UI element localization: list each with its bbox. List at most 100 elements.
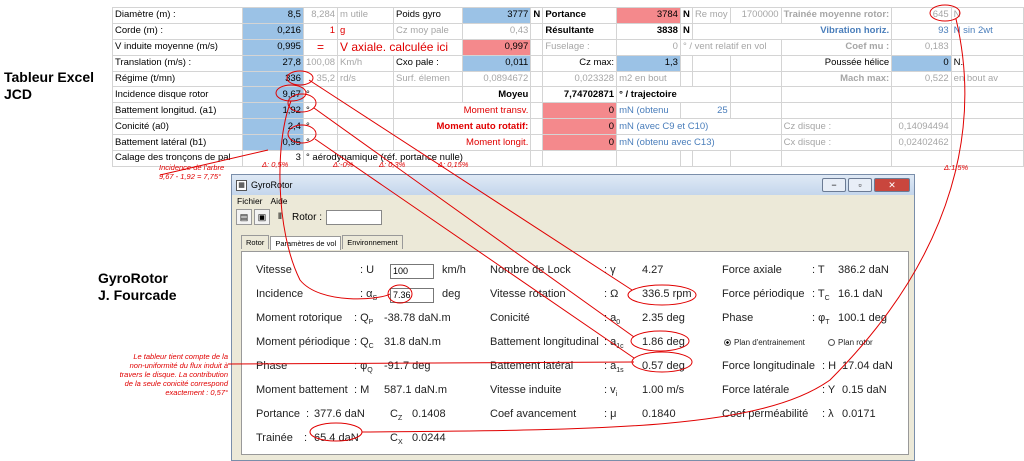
radio-plan-entrainement[interactable]: Plan d'entrainement <box>724 338 805 347</box>
cell[interactable]: Moyeu <box>461 86 532 104</box>
cell[interactable]: 2,4 <box>241 118 304 136</box>
cell[interactable] <box>530 86 544 104</box>
cell[interactable]: 3838 <box>616 22 681 40</box>
cell[interactable] <box>691 150 731 167</box>
cell[interactable]: rd/s <box>337 70 395 88</box>
cell[interactable]: 0 <box>542 134 618 152</box>
cell[interactable]: 35,2 <box>302 70 339 88</box>
menu-fichier[interactable]: Fichier <box>237 196 263 206</box>
radio-plan-rotor[interactable]: Plan rotor <box>828 338 873 347</box>
cell[interactable] <box>950 118 1024 136</box>
cell[interactable] <box>679 150 693 167</box>
cell[interactable] <box>530 102 544 120</box>
cell[interactable]: Mach max: <box>780 70 893 88</box>
menu-aide[interactable]: Aide <box>270 196 288 206</box>
cell[interactable]: Re moy <box>691 7 731 24</box>
incidence-input[interactable]: 7.36 <box>390 288 434 303</box>
cell[interactable] <box>729 150 782 167</box>
cell[interactable] <box>729 54 782 72</box>
cell[interactable] <box>393 86 463 104</box>
cell[interactable] <box>530 54 544 72</box>
cell[interactable]: 0 <box>616 38 681 56</box>
cell[interactable] <box>729 70 782 88</box>
cell[interactable] <box>337 118 395 136</box>
cell[interactable]: Incidence disque rotor <box>112 86 243 104</box>
cell[interactable] <box>337 102 395 120</box>
cell[interactable] <box>729 86 782 104</box>
tab-parametres-de-vol[interactable]: Paramètres de vol <box>270 236 342 250</box>
cell[interactable] <box>950 134 1024 152</box>
cell[interactable]: 0 <box>542 118 618 136</box>
cell[interactable]: mN (avec C9 et C10) <box>616 118 782 136</box>
cell[interactable]: 25 <box>679 102 731 120</box>
cell[interactable] <box>530 22 544 40</box>
cell[interactable]: 7,74702871 <box>542 86 618 104</box>
cell[interactable]: ° <box>302 86 339 104</box>
cell[interactable] <box>780 86 893 104</box>
vitesse-input[interactable]: 100 <box>390 264 434 279</box>
cell[interactable]: N <box>679 7 693 24</box>
cell[interactable]: 0,216 <box>241 22 304 40</box>
cell[interactable]: 1,3 <box>616 54 681 72</box>
cell[interactable]: 100,08 <box>302 54 339 72</box>
cell[interactable] <box>530 134 544 152</box>
cell[interactable]: 0,023328 <box>542 70 618 88</box>
cell[interactable]: Régime (t/mn) <box>112 70 243 88</box>
cell[interactable]: Fuselage : <box>542 38 618 56</box>
cell[interactable]: ° <box>302 118 339 136</box>
cell[interactable] <box>530 118 544 136</box>
cell[interactable]: Cx disque : <box>780 134 893 152</box>
cell[interactable]: 0 <box>542 102 618 120</box>
cell[interactable]: Trainée moyenne rotor: <box>780 7 893 24</box>
cell[interactable]: 9,67 <box>241 86 304 104</box>
cell[interactable]: N <box>950 7 1024 24</box>
cell[interactable]: Translation (m/s) : <box>112 54 243 72</box>
cell[interactable] <box>729 102 782 120</box>
cell[interactable] <box>950 38 1024 56</box>
cell[interactable]: Coef mu : <box>780 38 893 56</box>
cell[interactable]: Km/h <box>337 54 395 72</box>
cell[interactable]: 0,997 <box>461 38 532 56</box>
cell[interactable]: 0,02402462 <box>891 134 952 152</box>
minimize-button[interactable]: − <box>822 178 846 192</box>
cell[interactable]: 27,8 <box>241 54 304 72</box>
cell[interactable]: Cz disque : <box>780 118 893 136</box>
cell[interactable]: mN (obtenu <box>616 102 681 120</box>
cell[interactable]: 8,284 <box>302 7 339 24</box>
cell[interactable] <box>530 150 544 167</box>
pitch-icon[interactable]: Ⅱ <box>277 211 283 221</box>
cell[interactable]: Portance <box>542 7 618 24</box>
cell[interactable]: Battement latéral (b1) <box>112 134 243 152</box>
cell[interactable] <box>337 86 395 104</box>
rotor-field[interactable] <box>326 209 383 225</box>
cell[interactable]: 0,995 <box>241 38 304 56</box>
cell[interactable]: ° <box>302 134 339 152</box>
tab-environnement[interactable]: Environnement <box>342 235 403 249</box>
cell[interactable] <box>337 134 395 152</box>
cell[interactable]: Battement longitud. (a1) <box>112 102 243 120</box>
cell[interactable]: 3777 <box>461 7 532 24</box>
cell[interactable]: Poids gyro <box>393 7 463 24</box>
cell[interactable] <box>679 70 693 88</box>
cell[interactable]: V axiale. calculée ici <box>337 38 463 56</box>
cell[interactable]: 93 <box>891 22 952 40</box>
title-bar[interactable]: ▦ GyroRotor − ▫ ✕ <box>232 175 914 195</box>
cell[interactable]: N <box>679 22 693 40</box>
open-folder-icon[interactable]: ▤ <box>236 209 252 225</box>
cell[interactable]: N <box>530 7 544 24</box>
cell[interactable] <box>950 86 1024 104</box>
cell[interactable]: ° / vent relatif en vol <box>679 38 782 56</box>
cell[interactable]: 8,5 <box>241 7 304 24</box>
cell[interactable] <box>530 70 544 88</box>
cell[interactable]: Poussée hélice <box>780 54 893 72</box>
cell[interactable]: N. <box>950 54 1024 72</box>
cell[interactable]: g <box>337 22 395 40</box>
cell[interactable]: 0,14094494 <box>891 118 952 136</box>
cell[interactable] <box>780 150 893 167</box>
tab-rotor[interactable]: Rotor <box>241 235 270 249</box>
cell[interactable]: Moment transv. <box>393 102 532 120</box>
cell[interactable]: 3784 <box>616 7 681 24</box>
cell[interactable]: ° / trajectoire <box>616 86 731 104</box>
cell[interactable]: Moment longit. <box>393 134 532 152</box>
cell[interactable]: Surf. élemen <box>393 70 463 88</box>
